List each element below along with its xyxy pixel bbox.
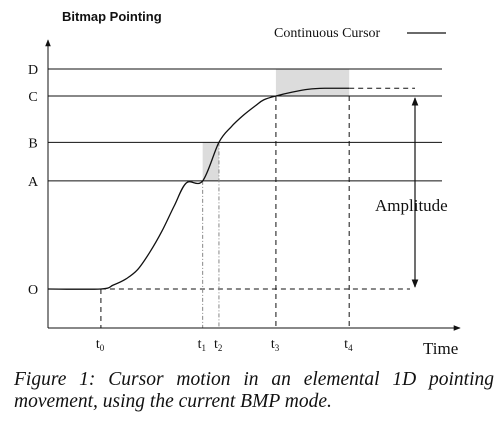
y-label-o: O: [28, 283, 38, 298]
y-level-labels: O A B CD: [28, 63, 39, 298]
y-label-a: A: [28, 175, 39, 190]
x-tick-label-t4: t4: [344, 337, 353, 353]
axes: [45, 39, 461, 331]
series-line-1: [47, 87, 350, 290]
shaded-region-2: [275, 68, 350, 96]
series-lines: [47, 87, 350, 290]
y-label-d: D: [28, 63, 38, 78]
y-label-b: B: [28, 136, 37, 151]
figure-caption: Figure 1: Cursor motion in an elemental …: [14, 369, 494, 412]
guide-lines: [100, 87, 415, 328]
chart-title: Bitmap Pointing: [62, 9, 162, 24]
x-tick-label-t1: t1: [198, 337, 206, 353]
x-axis-label: Time: [423, 339, 458, 358]
x-tick-label-t0: t0: [96, 337, 105, 353]
x-tick-labels: t0 t1 t2 t3 t4: [96, 337, 353, 353]
level-lines: [48, 68, 442, 290]
chart-text: Bitmap Pointing Continuous Cursor Time A…: [62, 9, 458, 358]
x-tick-label-t2: t2: [214, 337, 222, 353]
legend-label: Continuous Cursor: [274, 26, 381, 41]
y-label-c: C: [28, 90, 37, 105]
chart: Bitmap Pointing Continuous Cursor Time A…: [28, 9, 461, 358]
x-tick-label-t3: t3: [271, 337, 280, 353]
amplitude-label: Amplitude: [375, 196, 448, 215]
